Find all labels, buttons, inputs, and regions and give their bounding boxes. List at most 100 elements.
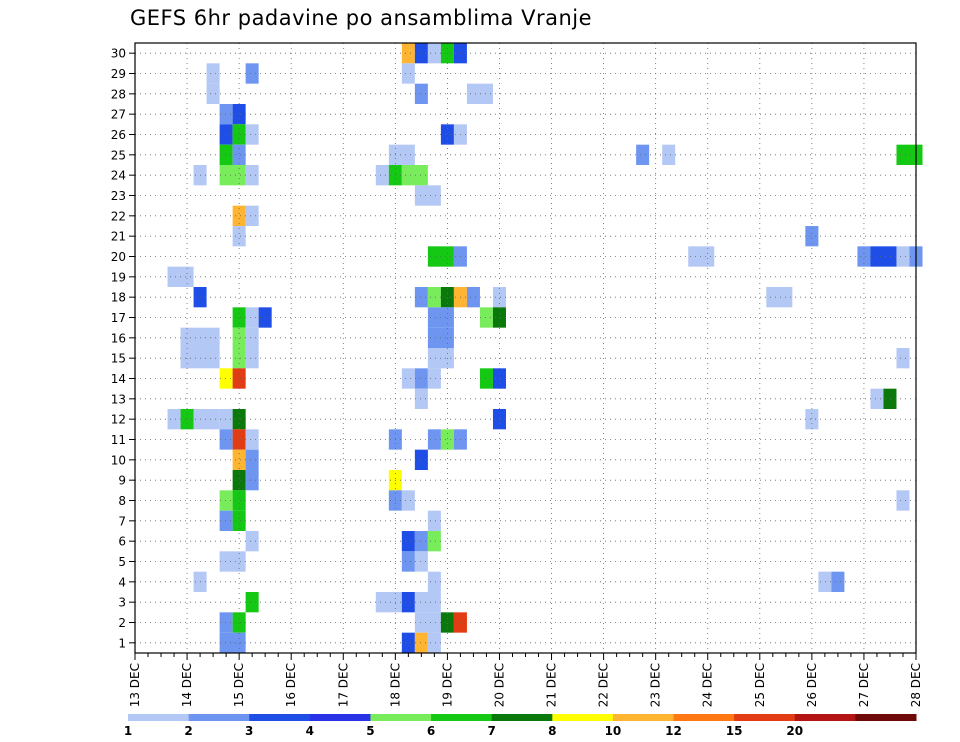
colorbar-tick-label: 15 — [726, 724, 743, 738]
x-tick-label: 28 DEC — [909, 663, 923, 707]
colorbar-segment — [188, 714, 250, 721]
heatmap-cell — [492, 409, 506, 430]
colorbar-segment — [431, 714, 493, 721]
heatmap-cell — [245, 205, 259, 226]
colorbar: 1 2 3 4 5 6 7 8 10 12 15 20 — [124, 714, 917, 738]
y-tick-label: 29 — [111, 67, 126, 81]
colorbar-tick-label: 1 — [124, 724, 132, 738]
x-tick-label: 18 DEC — [388, 663, 402, 707]
heatmap-cell — [870, 246, 897, 267]
heatmap-cell — [636, 144, 650, 165]
heatmap-cell — [245, 449, 259, 470]
y-tick-label: 16 — [111, 331, 126, 345]
heatmap-cell — [440, 612, 454, 633]
colorbar-tick-label: 10 — [605, 724, 622, 738]
x-tick-label: 23 DEC — [649, 663, 663, 707]
heatmap-cell — [401, 63, 415, 84]
heatmap-cell — [232, 429, 246, 450]
heatmap-cell — [427, 571, 441, 592]
heatmap-cell — [479, 368, 493, 389]
y-tick-label: 20 — [111, 250, 126, 264]
heatmap-cell — [414, 531, 428, 552]
colorbar-segment — [249, 714, 311, 721]
colorbar-tick-label: 2 — [184, 724, 192, 738]
y-tick-label: 18 — [111, 291, 126, 305]
heatmap-cell — [219, 144, 233, 165]
colorbar-tick-label: 3 — [245, 724, 253, 738]
x-tick-label: 25 DEC — [753, 663, 767, 707]
x-tick-label: 17 DEC — [336, 663, 350, 707]
y-tick-label: 15 — [111, 352, 126, 366]
y-tick-label: 23 — [111, 189, 126, 203]
y-tick-label: 11 — [111, 433, 126, 447]
heatmap-cell — [219, 165, 246, 186]
heatmap-cell — [232, 612, 246, 633]
x-tick-label: 24 DEC — [701, 663, 715, 707]
x-tick-label: 15 DEC — [232, 663, 246, 707]
x-tick-label: 16 DEC — [284, 663, 298, 707]
heatmap-cell — [440, 287, 454, 308]
x-tick-label: 13 DEC — [128, 663, 142, 707]
y-tick-label: 2 — [118, 616, 126, 630]
y-tick-label: 21 — [111, 230, 126, 244]
heatmap-cell — [245, 307, 259, 328]
heatmap-cell — [401, 43, 415, 64]
x-tick-label: 20 DEC — [492, 663, 506, 707]
heatmap-cell — [180, 409, 194, 430]
heatmap-cell — [479, 307, 493, 328]
grid-layer — [135, 43, 916, 653]
colorbar-tick-label: 5 — [366, 724, 374, 738]
heatmap-cell — [232, 205, 246, 226]
heatmap-cell — [427, 632, 441, 653]
heatmap-cell — [232, 104, 246, 125]
colorbar-segment — [673, 714, 735, 721]
heatmap-cell — [232, 490, 246, 511]
y-tick-label: 9 — [118, 474, 126, 488]
heatmap-cell — [427, 368, 441, 389]
heatmap-cell — [232, 307, 246, 328]
heatmap-cell — [193, 409, 220, 430]
y-tick-label: 5 — [118, 555, 126, 569]
heatmap-cell — [232, 449, 246, 470]
heatmap-cell — [831, 571, 845, 592]
y-tick-label: 12 — [111, 413, 126, 427]
heatmap-cell — [414, 83, 428, 104]
heatmap-cell — [245, 348, 259, 369]
heatmap-cell — [414, 551, 428, 572]
heatmap-cell — [206, 63, 220, 84]
chart-title: GEFS 6hr padavine po ansamblima Vranje — [130, 6, 593, 30]
heatmap-cell — [414, 287, 428, 308]
heatmap-cell — [232, 327, 246, 348]
y-tick-label: 7 — [118, 514, 126, 528]
heatmap-cell — [401, 490, 415, 511]
heatmap-cell — [245, 63, 259, 84]
heatmap-cell — [805, 226, 819, 247]
y-tick-label: 6 — [118, 535, 126, 549]
heatmap-cell — [440, 429, 454, 450]
heatmap-cell — [232, 144, 246, 165]
heatmap-cell — [857, 246, 871, 267]
colorbar-tick-label: 7 — [488, 724, 496, 738]
heatmap-cell — [245, 592, 259, 613]
heatmap-cell — [401, 592, 415, 613]
heatmap-cell — [414, 612, 441, 633]
heatmap-cell — [870, 388, 884, 409]
heatmap-cell — [818, 571, 832, 592]
x-tick-label: 26 DEC — [805, 663, 819, 707]
heatmap-cell — [414, 592, 441, 613]
y-tick-label: 26 — [111, 128, 126, 142]
heatmap-cell — [245, 470, 259, 491]
y-tick-label: 24 — [111, 169, 126, 183]
heatmap-cell — [219, 429, 233, 450]
colorbar-segment — [491, 714, 553, 721]
y-tick-label: 25 — [111, 148, 126, 162]
heatmap-cell — [414, 43, 428, 64]
heatmap-cell — [427, 531, 441, 552]
heatmap-cell — [401, 165, 428, 186]
y-tick-label: 17 — [111, 311, 126, 325]
y-tick-label: 3 — [118, 596, 126, 610]
heatmap-cell — [232, 409, 246, 430]
heatmap-cell — [375, 592, 402, 613]
heatmap-cell — [219, 632, 246, 653]
y-tick-label: 14 — [111, 372, 126, 386]
